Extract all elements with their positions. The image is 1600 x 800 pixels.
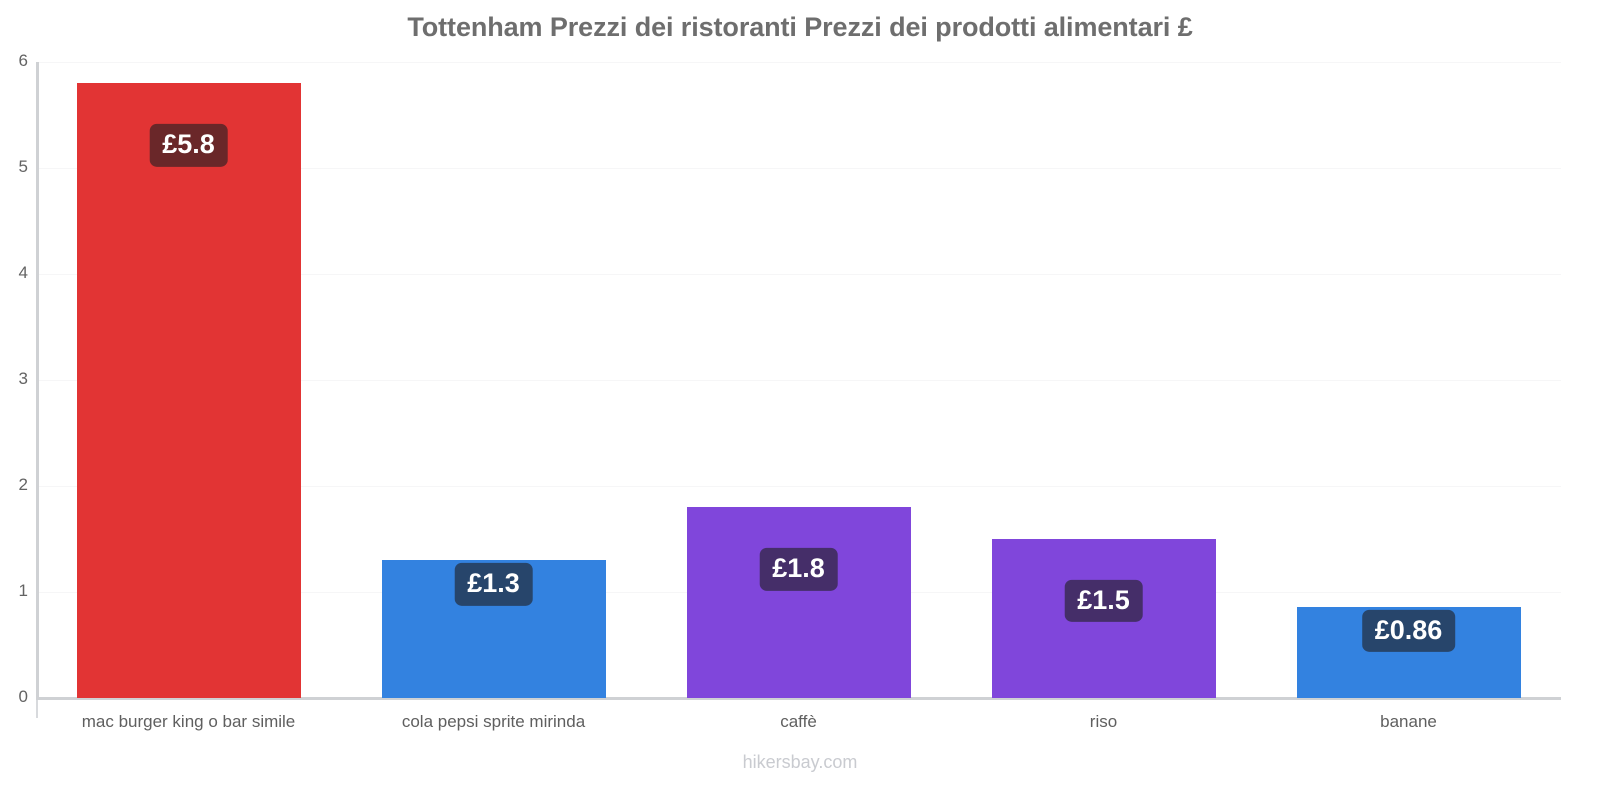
y-axis-tick-label: 6: [18, 51, 28, 70]
y-axis-tick-label: 5: [18, 157, 28, 176]
bar-value-badge: £1.8: [759, 548, 838, 591]
gridline: [36, 274, 1561, 275]
chart-title: Tottenham Prezzi dei ristoranti Prezzi d…: [407, 12, 1193, 42]
bar[interactable]: [686, 507, 911, 698]
y-axis-tick-label: 0: [18, 687, 28, 706]
gridline: [36, 380, 1561, 381]
x-axis-line: [36, 697, 1561, 700]
bar-value-badge: £1.3: [454, 563, 533, 606]
y-axis-line: [36, 62, 39, 700]
y-axis-tick-label: 4: [18, 263, 28, 282]
x-axis-category-label: caffè: [780, 712, 817, 731]
x-axis-category-label: banane: [1380, 712, 1437, 731]
x-axis-category-label: cola pepsi sprite mirinda: [401, 712, 586, 731]
x-axis-origin-tick: [36, 700, 38, 718]
gridline: [36, 168, 1561, 169]
gridline: [36, 62, 1561, 63]
bar[interactable]: [76, 83, 301, 698]
bar-value-badge: £5.8: [149, 124, 228, 167]
x-axis-category-label: riso: [1089, 712, 1118, 731]
x-axis-category-label: mac burger king o bar simile: [81, 712, 296, 731]
gridline: [36, 486, 1561, 487]
plot-area: [36, 62, 1561, 698]
source-watermark: hikersbay.com: [742, 752, 858, 772]
y-axis-tick-label: 3: [18, 369, 28, 388]
y-axis-tick-label: 2: [18, 475, 28, 494]
bar-value-badge: £1.5: [1064, 579, 1143, 623]
y-axis-tick-label: 1: [18, 581, 28, 600]
bar-value-badge: £0.86: [1361, 609, 1456, 652]
